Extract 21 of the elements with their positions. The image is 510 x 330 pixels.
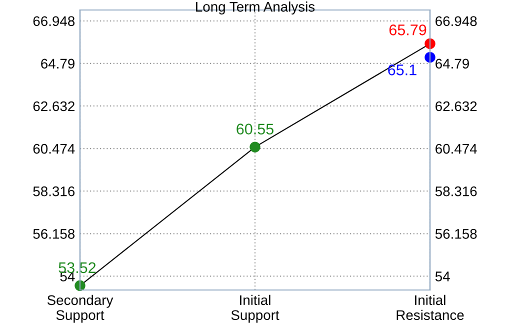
data-label: 53.52 xyxy=(58,262,96,274)
data-label: 60.55 xyxy=(236,124,274,134)
x-tick-label: Initial Resistance xyxy=(396,294,464,320)
data-label: 65.79 xyxy=(389,24,426,36)
y2-tick-label: 58.316 xyxy=(435,186,477,196)
y-tick-label: 64.79 xyxy=(41,58,74,69)
y-tick-label: 56.158 xyxy=(33,228,75,239)
y2-tick-label: 66.948 xyxy=(436,16,477,26)
y2-tick-label: 54 xyxy=(435,272,450,282)
chart-title: Long Term Analysis xyxy=(196,2,315,14)
y-tick-label: 60.474 xyxy=(33,144,75,154)
y-tick-label: 62.632 xyxy=(33,101,74,112)
y-tick-label: 58.316 xyxy=(33,186,75,196)
data-label: 65.1 xyxy=(388,64,416,76)
x-tick-label: Initial Support xyxy=(231,294,280,323)
y2-tick-label: 64.79 xyxy=(436,58,469,69)
x-tick-label: Secondary Support xyxy=(47,294,114,323)
y2-tick-label: 62.632 xyxy=(436,101,477,112)
y-tick-label: 66.948 xyxy=(33,16,75,26)
y2-tick-label: 56.158 xyxy=(435,228,477,239)
y2-tick-label: 60.474 xyxy=(436,144,477,154)
